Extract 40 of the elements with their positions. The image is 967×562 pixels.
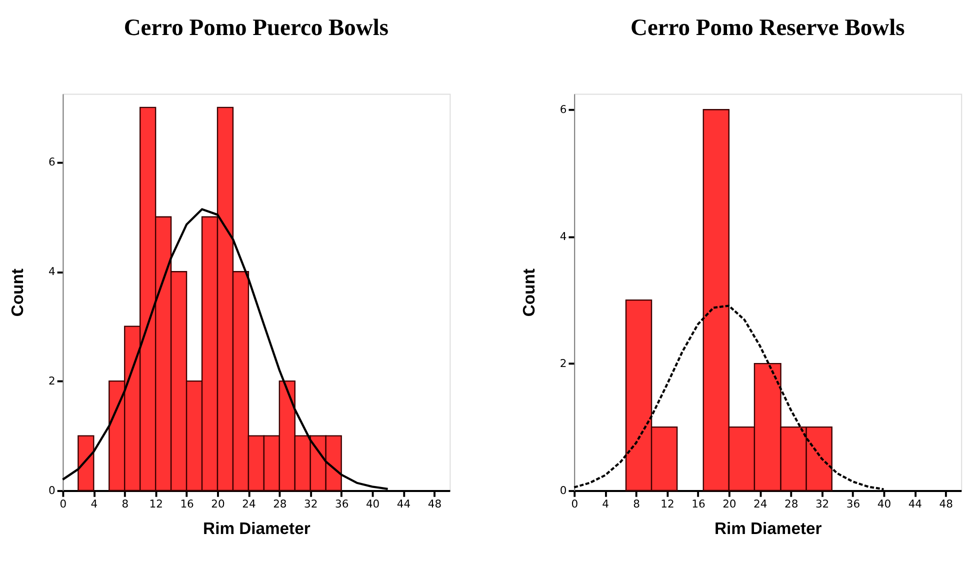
x-tick-label: 20 (211, 498, 225, 511)
x-tick-label: 8 (633, 498, 640, 511)
x-tick-label: 12 (149, 498, 163, 511)
x-tick-label: 4 (90, 498, 98, 511)
chart-title: Cerro Pomo Puerco Bowls (124, 14, 389, 41)
y-tick-label: 0 (560, 484, 567, 497)
y-tick-label: 6 (48, 156, 56, 169)
chart-title: Cerro Pomo Reserve Bowls (630, 14, 905, 41)
y-tick-label: 6 (560, 103, 567, 116)
x-tick-label: 32 (304, 498, 318, 511)
y-tick-label: 4 (48, 265, 56, 278)
x-tick-label: 44 (908, 498, 922, 511)
x-tick-label: 40 (877, 498, 892, 511)
x-tick-label: 48 (428, 498, 442, 511)
x-tick-label: 0 (60, 498, 67, 511)
x-tick-label: 40 (366, 498, 380, 511)
y-axis-title: Count (519, 268, 538, 317)
y-tick-label: 0 (48, 484, 56, 497)
x-tick-label: 48 (939, 498, 954, 511)
x-tick-label: 36 (334, 498, 349, 511)
x-tick-label: 20 (722, 498, 736, 511)
x-tick-label: 32 (815, 498, 830, 511)
x-tick-label: 28 (273, 498, 287, 511)
x-tick-label: 4 (602, 498, 610, 511)
x-tick-label: 24 (754, 498, 768, 511)
x-axis-title: Rim Diameter (714, 519, 822, 538)
y-tick-label: 2 (560, 356, 567, 370)
x-axis-title: Rim Diameter (203, 519, 311, 538)
x-tick-label: 36 (846, 498, 860, 511)
x-tick-label: 16 (692, 498, 706, 511)
x-tick-label: 16 (180, 498, 194, 511)
y-tick-label: 2 (48, 374, 56, 388)
x-tick-label: 12 (660, 498, 674, 511)
x-tick-label: 44 (396, 498, 411, 511)
x-tick-label: 8 (122, 498, 129, 511)
y-axis-title: Count (8, 268, 28, 317)
y-tick-label: 4 (560, 230, 567, 244)
x-tick-label: 0 (571, 498, 578, 511)
x-tick-label: 24 (242, 498, 256, 511)
x-tick-label: 28 (784, 498, 798, 511)
